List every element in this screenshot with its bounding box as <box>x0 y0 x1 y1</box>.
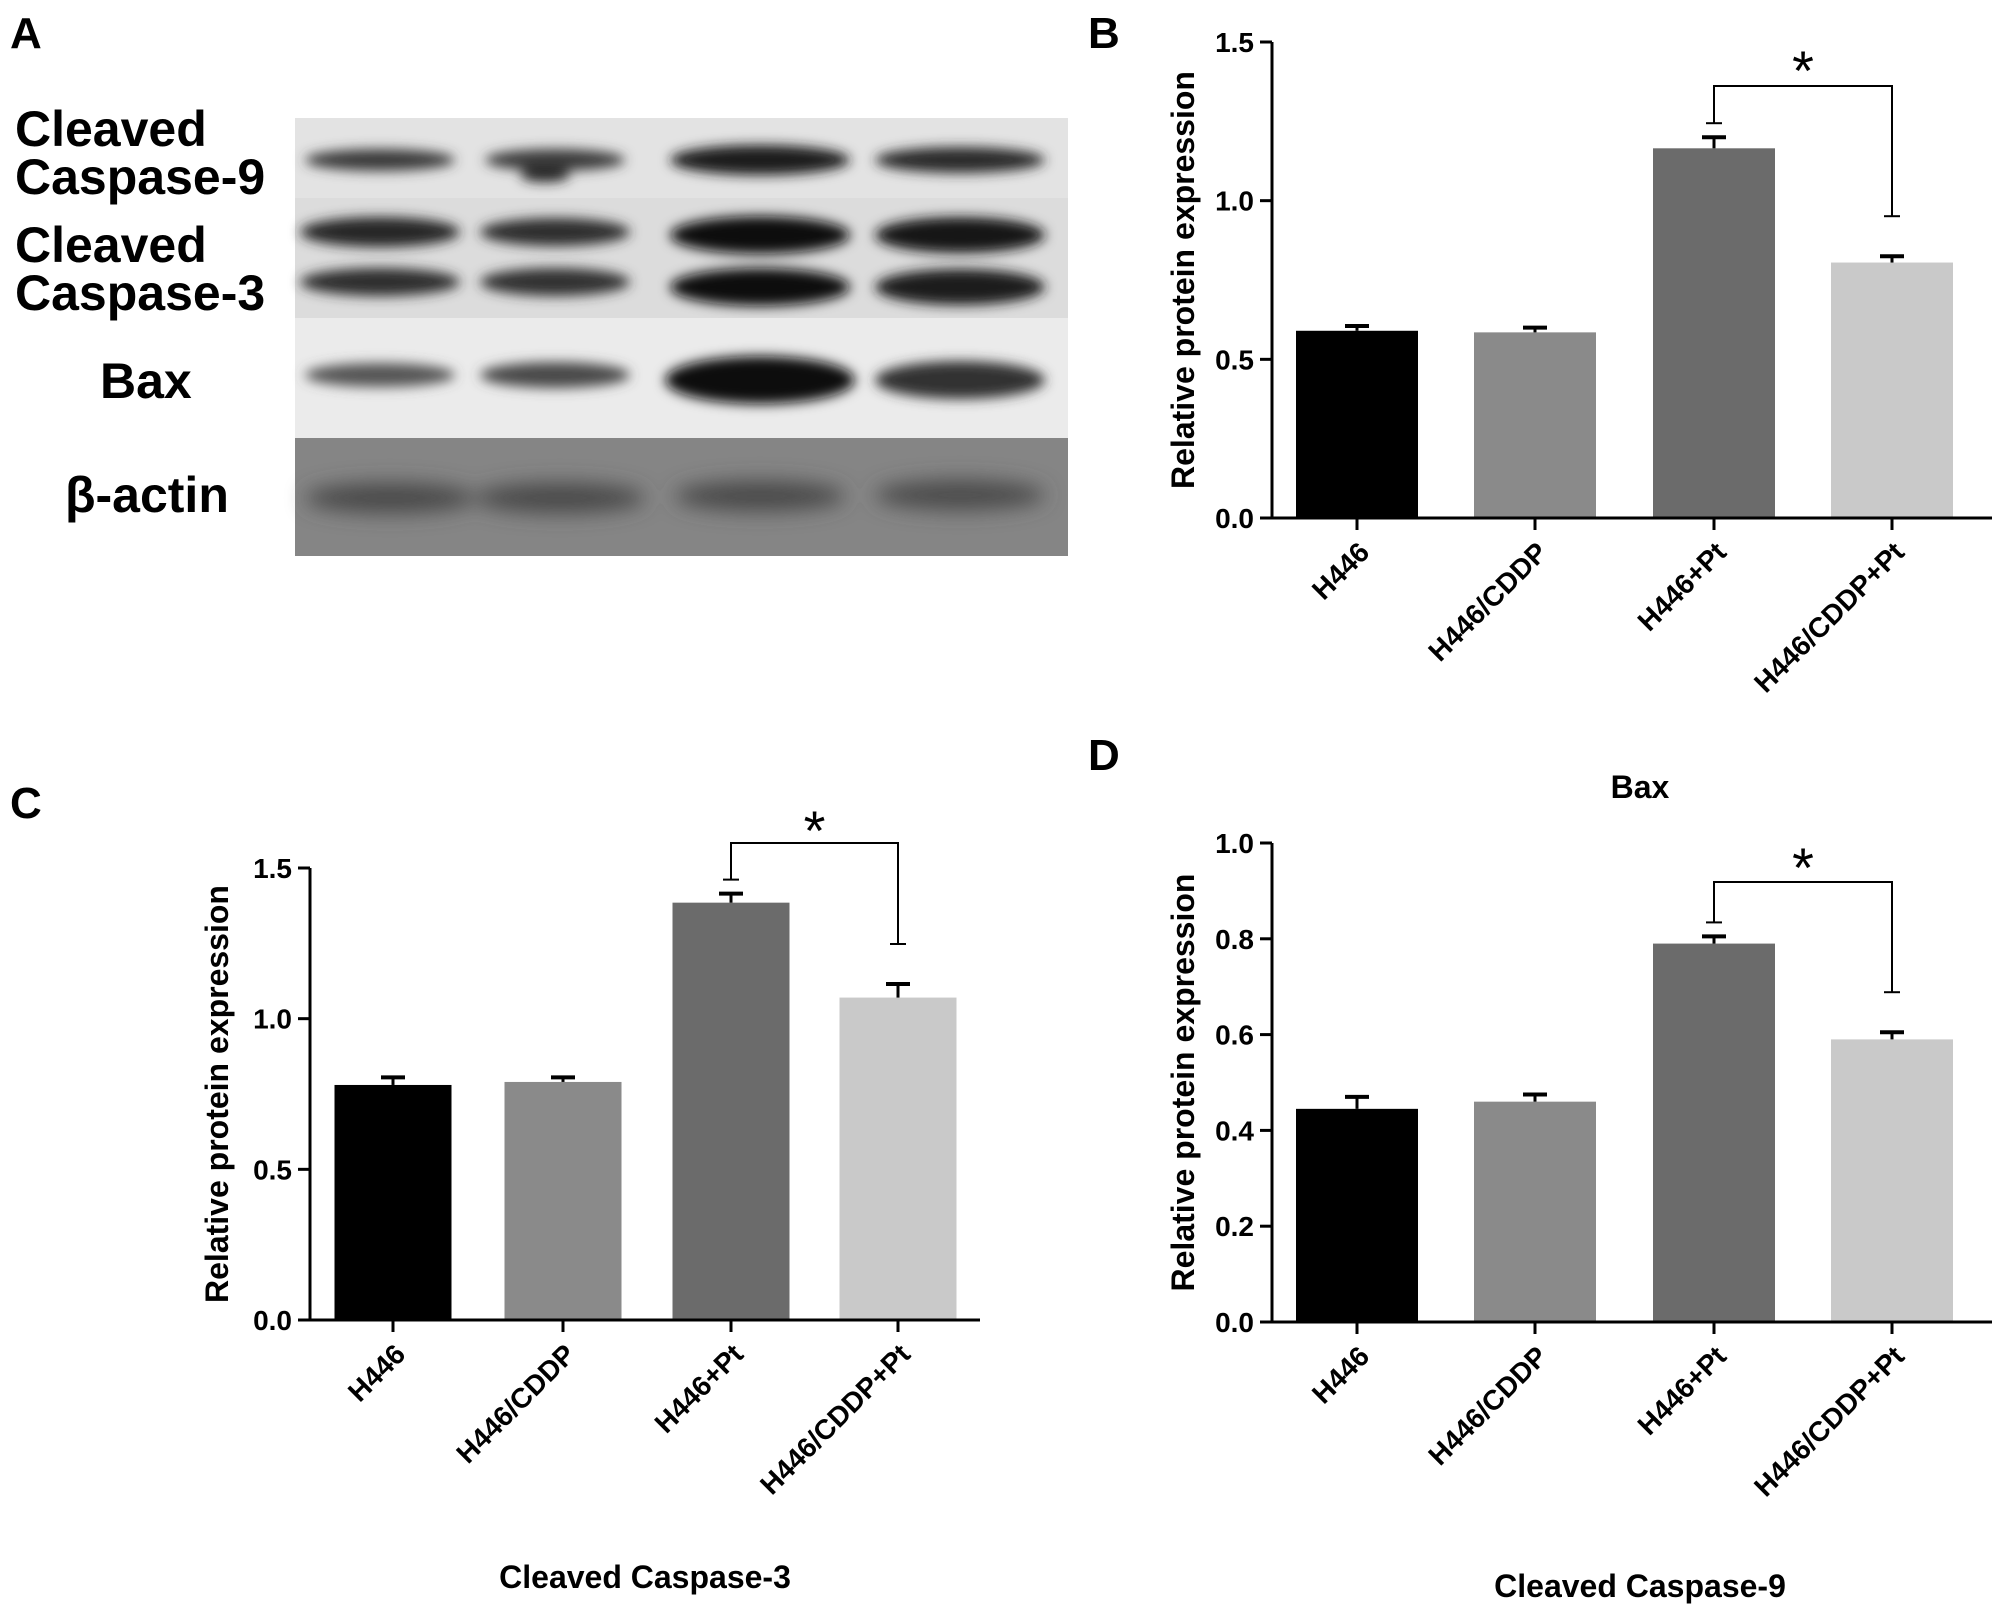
band-label-caspase3-line1: Cleaved <box>15 217 207 273</box>
significance-bracket-c <box>730 842 899 945</box>
band-label-caspase9-line2: Caspase-9 <box>15 149 265 205</box>
panel-letter-a: A <box>10 9 42 58</box>
panel-letter-c: C <box>10 779 42 828</box>
chart-c: 0.0 0.5 1.0 1.5 H446 H446/CDDP H446+Pt H446/CDD… <box>199 799 980 1595</box>
y-tick-label-b-3: 1.5 <box>1215 27 1254 58</box>
category-label-b-1: H446/CDDP <box>1422 536 1553 667</box>
bar-d-1 <box>1296 1108 1418 1322</box>
significance-bracket-d <box>1713 881 1893 993</box>
category-label-b-3: H446/CDDP+Pt <box>1748 536 1910 698</box>
bar-c-1 <box>334 1084 452 1320</box>
bar-c-3 <box>672 902 790 1320</box>
bar-c-4 <box>839 997 957 1320</box>
y-tick-label-d-1: 0.2 <box>1215 1211 1254 1242</box>
blot-labels: Cleaved Caspase-9 Cleaved Caspase-3 Bax … <box>15 101 265 523</box>
panel-letter-b: B <box>1088 9 1120 58</box>
bar-b-3 <box>1653 148 1775 518</box>
category-label-d-1: H446/CDDP <box>1422 1340 1553 1471</box>
y-tick-label-d-3: 0.6 <box>1215 1020 1254 1051</box>
y-tick-label-c-1: 0.5 <box>253 1154 292 1185</box>
y-axis-title-b: Relative protein expression <box>1165 71 1201 489</box>
band-label-actin: β-actin <box>65 467 229 523</box>
band-label-caspase9-line1: Cleaved <box>15 101 207 157</box>
category-label-c-0: H446 <box>342 1338 411 1407</box>
y-axis-title-d: Relative protein expression <box>1165 874 1201 1292</box>
x-axis-title-c: Cleaved Caspase-3 <box>499 1559 791 1595</box>
category-label-b-0: H446 <box>1306 536 1375 605</box>
y-tick-label-c-3: 1.5 <box>253 853 292 884</box>
blot-bands-caspase3 <box>300 216 1045 306</box>
y-tick-label-d-5: 1.0 <box>1215 828 1254 859</box>
category-label-c-3: H446/CDDP+Pt <box>754 1338 916 1500</box>
bar-b-4 <box>1831 262 1953 518</box>
blot-bands-actin <box>305 480 1045 513</box>
bar-d-2 <box>1474 1101 1596 1322</box>
y-tick-label-d-4: 0.8 <box>1215 924 1254 955</box>
significance-star-d: * <box>1792 836 1814 899</box>
x-axis-title-d: Cleaved Caspase-9 <box>1494 1568 1786 1604</box>
y-tick-label-b-2: 1.0 <box>1215 186 1254 217</box>
bar-b-1 <box>1296 330 1418 518</box>
panel-a: A <box>10 9 1068 556</box>
category-label-c-2: H446+Pt <box>649 1338 750 1439</box>
panel-letter-d: D <box>1088 731 1120 780</box>
y-tick-label-b-0: 0.0 <box>1215 503 1254 534</box>
x-axis-title-b: Bax <box>1611 769 1670 805</box>
category-label-d-3: H446/CDDP+Pt <box>1748 1340 1910 1502</box>
bar-d-3 <box>1653 943 1775 1322</box>
category-label-d-2: H446+Pt <box>1632 1340 1733 1441</box>
band-label-bax: Bax <box>100 353 192 409</box>
y-tick-label-d-2: 0.4 <box>1215 1115 1254 1146</box>
category-label-d-0: H446 <box>1306 1340 1375 1409</box>
blot-bands-caspase9 <box>305 145 1045 182</box>
bar-c-2 <box>504 1081 622 1320</box>
y-axis-title-c: Relative protein expression <box>199 885 235 1303</box>
bar-b-2 <box>1474 332 1596 518</box>
category-label-b-2: H446+Pt <box>1632 536 1733 637</box>
significance-star-c: * <box>804 799 826 862</box>
chart-b: 0.0 0.5 1.0 1.5 H446 H446/CDDP H446+Pt H446/CDD… <box>1165 27 1992 805</box>
significance-bracket-b <box>1713 85 1893 217</box>
y-tick-label-c-0: 0.0 <box>253 1305 292 1336</box>
blot-image <box>295 118 1068 556</box>
category-label-c-1: H446/CDDP <box>450 1338 581 1469</box>
y-tick-label-b-1: 0.5 <box>1215 344 1254 375</box>
blot-bands-bax <box>305 356 1045 404</box>
y-tick-label-d-0: 0.0 <box>1215 1307 1254 1338</box>
chart-d: 0.0 0.2 0.4 0.6 0.8 1.0 H446 H446/CDDP H446+Pt H4… <box>1165 828 1992 1604</box>
band-label-caspase3-line2: Caspase-3 <box>15 265 265 321</box>
y-tick-label-c-2: 1.0 <box>253 1004 292 1035</box>
significance-star-b: * <box>1792 39 1814 102</box>
bar-d-4 <box>1831 1039 1953 1322</box>
